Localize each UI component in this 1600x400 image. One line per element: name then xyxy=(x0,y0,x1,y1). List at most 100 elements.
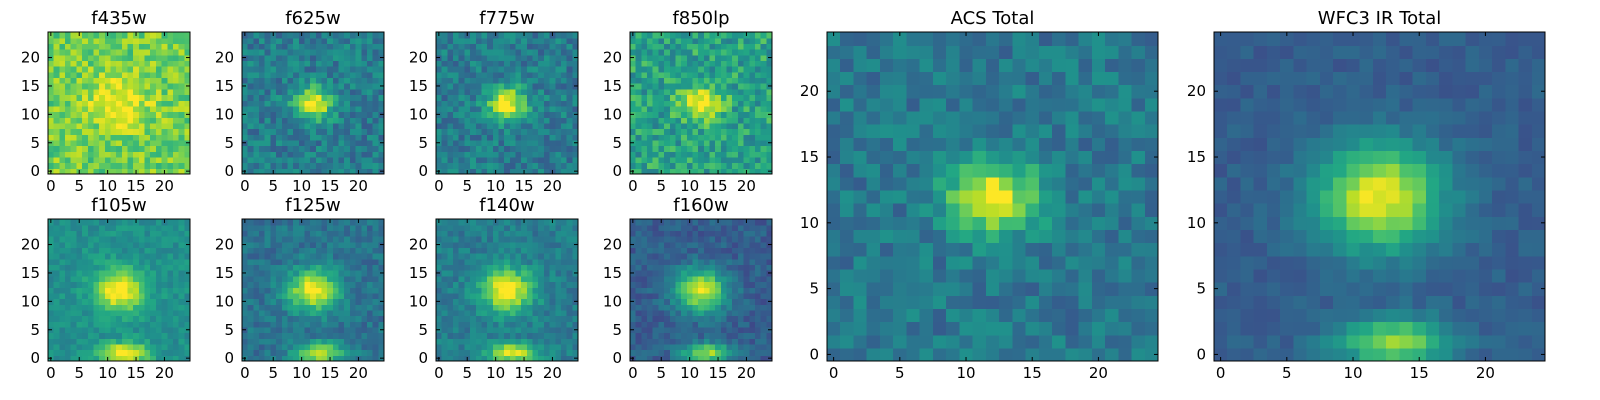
heatmap-cell xyxy=(104,71,112,79)
heatmap-cell xyxy=(161,298,168,305)
heatmap-cell xyxy=(310,168,317,175)
heatmap-cell xyxy=(155,292,163,300)
heatmap-cell xyxy=(259,258,266,266)
heatmap-cell xyxy=(566,128,573,135)
x-tick-label: 10 xyxy=(292,177,311,195)
heatmap-cell xyxy=(515,122,522,130)
heatmap-cell xyxy=(304,100,311,107)
heatmap-cell xyxy=(441,230,448,237)
heatmap-cell xyxy=(549,77,556,84)
heatmap-cell xyxy=(355,309,362,317)
heatmap-cell xyxy=(155,338,163,345)
heatmap-cell xyxy=(515,326,522,334)
heatmap-cell xyxy=(315,66,323,73)
heatmap-cell xyxy=(641,54,648,61)
heatmap-cell xyxy=(138,236,146,243)
heatmap-cell xyxy=(155,105,163,113)
heatmap-cell xyxy=(82,315,89,322)
heatmap-cell xyxy=(470,343,477,351)
heatmap-cell xyxy=(515,105,522,113)
heatmap-cell xyxy=(298,162,306,169)
heatmap-cell xyxy=(138,77,146,84)
heatmap-cell xyxy=(475,224,483,231)
heatmap-cell xyxy=(647,71,654,79)
heatmap-cell xyxy=(737,355,745,362)
heatmap-cell xyxy=(116,338,123,345)
heatmap-cell xyxy=(304,230,311,237)
heatmap-cell xyxy=(669,100,677,107)
heatmap-cell xyxy=(669,54,677,61)
heatmap-cell xyxy=(458,66,465,73)
heatmap-cell xyxy=(726,122,733,130)
heatmap-cell xyxy=(436,43,443,50)
heatmap-cell xyxy=(70,253,77,260)
heatmap-cell xyxy=(155,111,163,118)
heatmap-cell xyxy=(184,43,191,50)
heatmap-cell xyxy=(276,270,283,277)
heatmap-cell xyxy=(487,326,494,334)
heatmap-cell xyxy=(669,60,677,67)
heatmap-cell xyxy=(178,151,185,158)
heatmap-cell xyxy=(276,287,283,294)
heatmap-cell xyxy=(749,77,756,84)
heatmap-cell xyxy=(532,281,539,288)
heatmap-cell xyxy=(332,66,340,73)
heatmap-cell xyxy=(361,60,368,67)
heatmap-cell xyxy=(293,275,300,283)
heatmap-cell xyxy=(732,66,739,73)
heatmap-cell xyxy=(253,94,260,101)
heatmap-cell xyxy=(543,304,551,311)
heatmap-cell xyxy=(681,338,688,345)
heatmap-cell xyxy=(87,349,95,356)
heatmap-cell xyxy=(110,304,117,311)
heatmap-cell xyxy=(332,287,340,294)
heatmap-cell xyxy=(65,298,72,305)
heatmap-cell xyxy=(93,304,100,311)
heatmap-cell xyxy=(464,54,471,61)
heatmap-cell xyxy=(732,343,739,351)
heatmap-cell xyxy=(538,77,545,84)
heatmap-cell xyxy=(555,168,562,175)
heatmap-cell xyxy=(366,292,374,300)
heatmap-cell xyxy=(259,355,266,362)
heatmap-cell xyxy=(144,236,151,243)
heatmap-cell xyxy=(458,230,465,237)
heatmap-cell xyxy=(372,134,379,141)
heatmap-cell xyxy=(515,32,522,39)
heatmap-cell xyxy=(259,145,266,152)
heatmap-cell xyxy=(720,156,728,164)
heatmap-cell xyxy=(686,326,694,334)
heatmap-cell xyxy=(715,49,722,56)
heatmap-cell xyxy=(70,168,77,175)
heatmap-cell xyxy=(686,111,694,118)
heatmap-cell xyxy=(253,151,260,158)
heatmap-cell xyxy=(121,134,129,141)
heatmap-cell xyxy=(720,332,728,339)
heatmap-cell xyxy=(161,321,168,328)
heatmap-cell xyxy=(155,241,163,248)
heatmap-cell xyxy=(178,292,185,300)
heatmap-cell xyxy=(441,168,448,175)
heatmap-cell xyxy=(470,32,477,39)
heatmap-cell xyxy=(161,270,168,277)
heatmap-cell xyxy=(293,219,300,226)
heatmap-cell xyxy=(453,134,460,141)
heatmap-cell xyxy=(293,264,300,271)
y-tick-label: 0 xyxy=(30,349,40,367)
heatmap-cell xyxy=(464,151,471,158)
heatmap-cell xyxy=(59,111,66,118)
heatmap-cell xyxy=(287,298,294,305)
heatmap-cell xyxy=(681,71,688,79)
heatmap-cell xyxy=(253,258,260,266)
heatmap-cell xyxy=(287,332,294,339)
heatmap-cell xyxy=(349,349,357,356)
heatmap-cell xyxy=(515,343,522,351)
heatmap-cell xyxy=(298,128,306,135)
heatmap-cell xyxy=(315,298,323,305)
heatmap-cell xyxy=(82,332,89,339)
heatmap-cell xyxy=(344,258,351,266)
heatmap-cell xyxy=(641,321,648,328)
heatmap-cell xyxy=(549,247,556,254)
heatmap-cell xyxy=(150,355,157,362)
heatmap-cell xyxy=(760,309,767,317)
